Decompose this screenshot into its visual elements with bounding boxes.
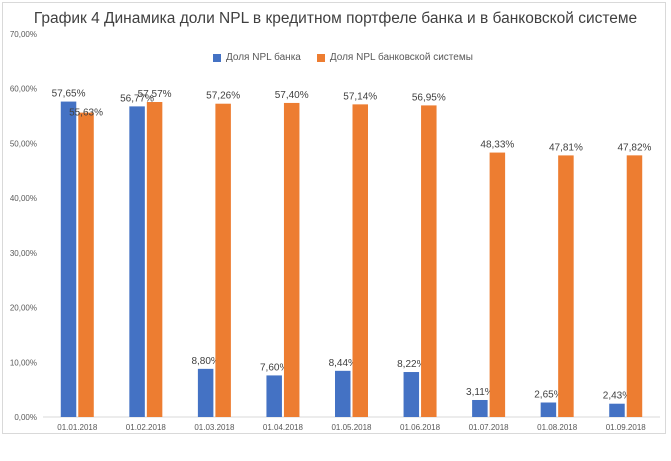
data-label-system: 57,57% <box>138 89 172 100</box>
data-label-bank: 8,44% <box>329 358 357 369</box>
bar-bank <box>540 402 557 417</box>
bar-bank <box>472 399 488 417</box>
bar-bank <box>197 368 214 417</box>
bar-system <box>352 104 368 417</box>
legend-item-bank: Доля NPL банка <box>213 52 301 63</box>
data-label-bank: 2,65% <box>534 390 562 401</box>
data-label-bank: 3,11% <box>466 387 494 398</box>
x-tick-label: 01.08.2018 <box>537 423 578 432</box>
y-tick-label: 70,00% <box>10 30 37 39</box>
data-label-system: 56,95% <box>412 92 446 103</box>
bar-bank <box>403 372 420 417</box>
bar-system <box>626 155 643 417</box>
bar-system <box>215 103 231 418</box>
legend-label-bank: Доля NPL банка <box>226 52 301 63</box>
y-tick-label: 50,00% <box>10 139 37 148</box>
chart-legend: Доля NPL банка Доля NPL банковской систе… <box>213 52 473 63</box>
x-tick-label: 01.07.2018 <box>469 423 510 432</box>
x-tick-label: 01.09.2018 <box>606 423 647 432</box>
data-label-system: 48,33% <box>480 140 514 151</box>
x-tick-label: 01.06.2018 <box>400 423 441 432</box>
legend-swatch-bank <box>213 53 221 62</box>
y-tick-label: 40,00% <box>10 194 37 203</box>
bar-bank <box>335 370 351 417</box>
bar-system <box>283 102 300 417</box>
chart-title: График 4 Динамика доли NPL в кредитном п… <box>33 10 638 27</box>
x-tick-label: 01.01.2018 <box>57 423 98 432</box>
bar-system <box>146 102 163 417</box>
y-tick-label: 10,00% <box>10 358 37 367</box>
data-label-system: 55,63% <box>69 108 103 119</box>
bar-system <box>421 105 437 417</box>
y-tick-label: 0,00% <box>14 413 37 422</box>
data-label-system: 57,26% <box>206 91 240 102</box>
y-tick-label: 20,00% <box>10 304 37 313</box>
legend-swatch-system <box>316 53 325 62</box>
bar-bank <box>266 375 282 417</box>
bar-system <box>78 112 94 418</box>
data-label-system: 57,40% <box>275 90 309 101</box>
legend-label-system: Доля NPL банковской системы <box>329 52 473 63</box>
data-label-bank: 7,60% <box>260 362 288 373</box>
data-label-system: 47,81% <box>549 142 583 153</box>
y-tick-label: 30,00% <box>10 249 37 258</box>
data-label-bank: 57,65% <box>52 89 86 100</box>
data-label-system: 47,82% <box>618 142 652 153</box>
x-tick-label: 01.02.2018 <box>126 423 167 432</box>
data-label-system: 57,14% <box>343 91 377 102</box>
x-tick-label: 01.03.2018 <box>194 423 235 432</box>
legend-item-system: Доля NPL банковской системы <box>316 52 473 63</box>
bar-system <box>489 152 506 417</box>
bar-bank <box>609 403 625 417</box>
bar-system <box>558 155 574 417</box>
data-label-bank: 2,43% <box>603 391 631 402</box>
data-label-bank: 8,80% <box>191 356 219 367</box>
y-tick-label: 60,00% <box>10 85 37 94</box>
bar-bank <box>60 101 77 417</box>
chart-frame <box>2 2 666 434</box>
data-label-bank: 56,77% <box>120 93 154 104</box>
data-label-bank: 8,22% <box>397 359 425 370</box>
bar-bank <box>129 106 145 418</box>
x-tick-label: 01.05.2018 <box>331 423 372 432</box>
x-tick-label: 01.04.2018 <box>263 423 304 432</box>
